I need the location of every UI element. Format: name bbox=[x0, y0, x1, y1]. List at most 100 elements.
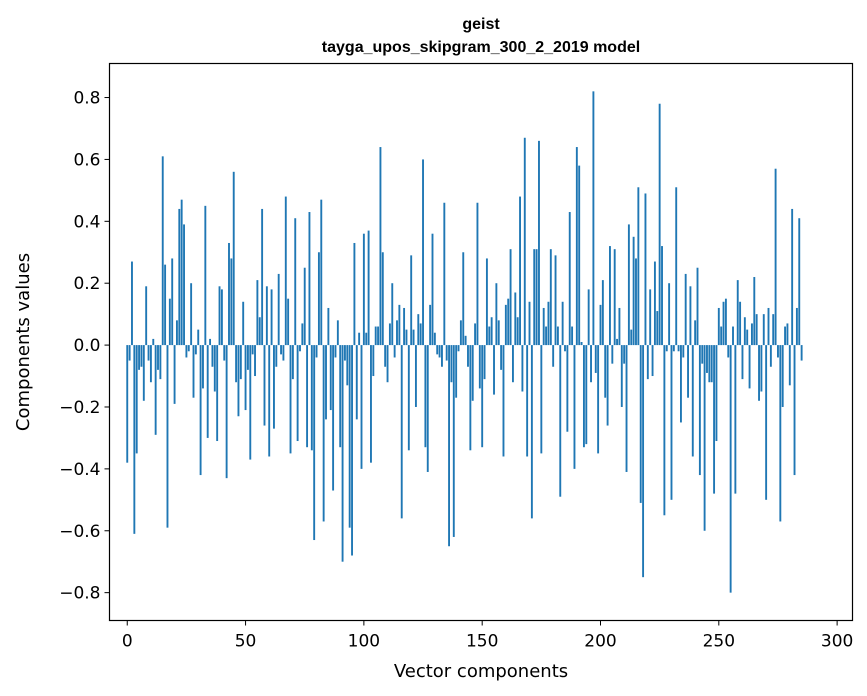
bar bbox=[398, 304, 401, 346]
bar bbox=[689, 286, 692, 346]
y-axis-ticks: −0.8 −0.6 −0.4 −0.2 0.0 0.2 0.4 0.6 0.8 bbox=[59, 89, 110, 604]
bar bbox=[168, 298, 171, 346]
bar bbox=[268, 345, 271, 457]
bar bbox=[779, 345, 782, 522]
bar bbox=[561, 301, 564, 346]
bar bbox=[462, 252, 465, 346]
bar bbox=[348, 345, 351, 528]
bar bbox=[538, 140, 540, 346]
bar bbox=[419, 323, 422, 346]
y-axis-label: Components values bbox=[13, 253, 34, 431]
bar bbox=[436, 345, 439, 355]
y-tick-label: −0.4 bbox=[59, 460, 100, 480]
bar bbox=[585, 345, 588, 445]
bar bbox=[138, 345, 141, 370]
bar bbox=[559, 345, 562, 497]
bar bbox=[220, 289, 223, 346]
bar bbox=[630, 329, 633, 346]
bar bbox=[478, 345, 481, 389]
bar bbox=[417, 314, 420, 346]
bar bbox=[334, 345, 337, 358]
bar bbox=[178, 208, 181, 346]
bar bbox=[632, 236, 635, 346]
bar bbox=[204, 205, 207, 346]
bar bbox=[180, 199, 183, 346]
bar bbox=[320, 199, 323, 346]
bar bbox=[613, 249, 616, 346]
bar bbox=[743, 317, 746, 346]
bar bbox=[765, 345, 768, 500]
bar bbox=[516, 317, 519, 346]
bar bbox=[590, 345, 592, 383]
bar bbox=[275, 345, 278, 367]
bar bbox=[703, 345, 706, 531]
bar bbox=[748, 345, 751, 389]
bar bbox=[672, 345, 675, 352]
bar bbox=[571, 326, 574, 346]
bar bbox=[161, 156, 164, 346]
bar bbox=[609, 246, 611, 346]
bar bbox=[722, 301, 725, 346]
bar bbox=[649, 289, 652, 346]
bar bbox=[343, 345, 346, 361]
bar bbox=[637, 187, 640, 346]
bar bbox=[230, 258, 233, 346]
bar bbox=[521, 345, 524, 392]
x-tick-label: 300 bbox=[821, 632, 853, 652]
bar bbox=[455, 345, 458, 398]
bar bbox=[724, 298, 727, 346]
bar bbox=[303, 267, 306, 346]
bar bbox=[403, 307, 406, 346]
bar bbox=[128, 345, 131, 361]
bar bbox=[313, 345, 316, 541]
bar bbox=[199, 345, 202, 476]
bar bbox=[317, 252, 320, 346]
bar bbox=[301, 323, 304, 346]
bar bbox=[788, 345, 791, 386]
bar bbox=[646, 345, 649, 380]
bar bbox=[467, 345, 469, 367]
bar bbox=[582, 345, 585, 448]
bar bbox=[760, 345, 763, 392]
bar bbox=[429, 304, 432, 346]
bar bbox=[277, 273, 280, 346]
bar bbox=[308, 212, 311, 346]
bar bbox=[431, 233, 434, 346]
y-tick-label: 0.4 bbox=[73, 212, 100, 232]
bar bbox=[336, 320, 339, 346]
bar bbox=[386, 345, 389, 383]
bar bbox=[315, 345, 318, 358]
bar bbox=[459, 320, 462, 346]
bar bbox=[708, 345, 711, 383]
bar bbox=[625, 345, 628, 472]
bar bbox=[597, 345, 600, 454]
bar bbox=[774, 168, 777, 346]
bar bbox=[684, 273, 687, 346]
bar bbox=[332, 345, 335, 491]
x-tick-label: 100 bbox=[348, 632, 380, 652]
bar bbox=[663, 345, 666, 516]
bar bbox=[668, 283, 671, 346]
bar bbox=[327, 307, 330, 346]
bar bbox=[166, 345, 169, 528]
bar bbox=[500, 345, 503, 370]
bar bbox=[519, 196, 521, 346]
bar bbox=[556, 326, 559, 346]
bar bbox=[677, 345, 680, 352]
bar bbox=[270, 289, 273, 346]
bar bbox=[213, 345, 216, 392]
bar bbox=[793, 345, 796, 476]
bar bbox=[750, 323, 753, 346]
y-tick-label: 0.8 bbox=[73, 89, 100, 109]
bar bbox=[706, 345, 708, 373]
bar bbox=[682, 345, 685, 358]
bar bbox=[670, 345, 673, 500]
bar bbox=[351, 345, 353, 556]
bar bbox=[133, 345, 136, 534]
bar bbox=[218, 286, 221, 346]
bar bbox=[552, 345, 555, 367]
bar bbox=[710, 345, 713, 383]
bar bbox=[509, 249, 512, 346]
bar bbox=[284, 196, 287, 346]
